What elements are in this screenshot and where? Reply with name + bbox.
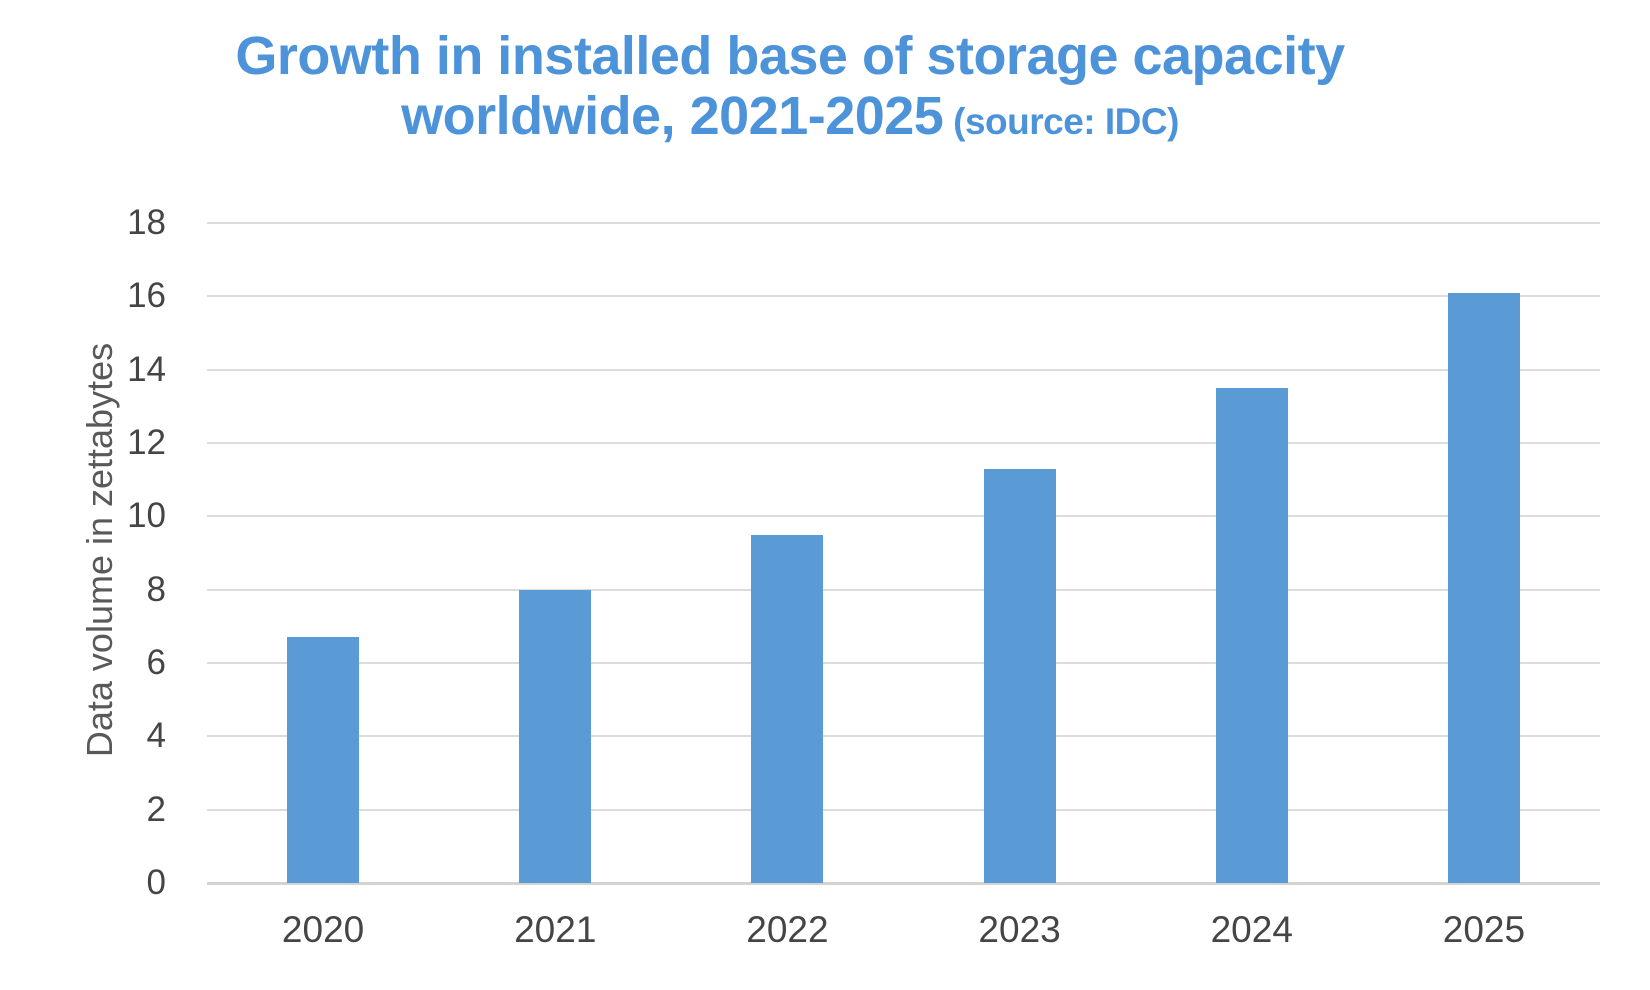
x-tick-label: 2022 — [746, 909, 829, 950]
chart-title-line2-text: worldwide, 2021-2025 — [401, 86, 944, 146]
y-tick-label: 6 — [146, 643, 166, 682]
x-tick-label: 2020 — [281, 909, 365, 950]
gridline — [207, 662, 1600, 664]
y-axis-title: Data volume in zettabytes — [79, 342, 120, 758]
plot-area — [207, 222, 1600, 885]
y-tick-label: 0 — [146, 863, 166, 902]
y-tick-label: 8 — [146, 569, 166, 609]
bar-2021 — [519, 589, 592, 883]
x-tick-label: 2023 — [978, 909, 1061, 950]
gridline — [207, 735, 1600, 738]
y-tick-label: 10 — [127, 496, 166, 536]
gridline — [207, 515, 1600, 518]
bar-2024 — [1215, 388, 1288, 883]
bar-2025 — [1447, 292, 1520, 883]
x-tick-label: 2021 — [514, 909, 597, 950]
bar-2023 — [983, 468, 1056, 883]
chart-title-line1: Growth in installed base of storage capa… — [235, 26, 1345, 86]
chart-title: Growth in installed base of storage capa… — [0, 26, 1580, 152]
bar-2020 — [287, 637, 360, 883]
x-axis-line — [207, 882, 1600, 885]
gridline — [207, 588, 1600, 591]
gridline — [207, 222, 1600, 224]
x-tick-label: 2025 — [1442, 909, 1526, 950]
y-tick-label: 16 — [127, 276, 166, 316]
y-tick-label: 12 — [127, 423, 166, 462]
y-tick-label: 4 — [146, 716, 166, 756]
gridline — [207, 442, 1600, 444]
y-tick-label: 14 — [127, 349, 166, 389]
gridline — [207, 368, 1600, 371]
chart-title-line2: worldwide, 2021-2025 (source: IDC) — [0, 86, 1580, 152]
x-tick-label: 2024 — [1210, 909, 1293, 950]
y-tick-label: 2 — [146, 789, 166, 829]
bar-2022 — [751, 534, 824, 883]
gridline — [207, 808, 1600, 811]
y-tick-label: 18 — [127, 203, 166, 242]
chart-title-source: (source: IDC) — [943, 101, 1179, 142]
gridline — [207, 295, 1600, 298]
